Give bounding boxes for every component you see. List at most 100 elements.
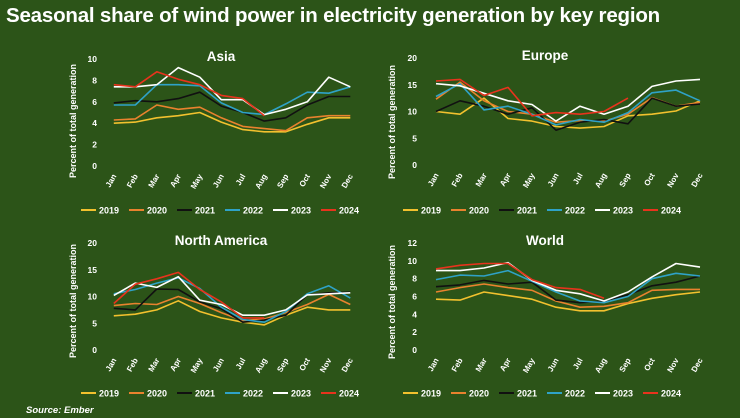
source-note: Source: Ember (26, 405, 94, 416)
legend-label-2020: 2020 (147, 389, 167, 399)
series-line-2023 (436, 261, 701, 302)
x-tick-label: Feb (125, 356, 140, 373)
x-tick-label: Nov (318, 356, 334, 374)
x-tick-label: Mar (147, 357, 162, 374)
x-tick-label: Jun (546, 171, 561, 188)
x-tick-label: Sep (275, 172, 290, 189)
panel-north-america: North America Percent of total generation… (68, 233, 359, 399)
legend-label-2020: 2020 (469, 389, 489, 399)
x-tick-label: Aug (593, 356, 609, 374)
y-tick-label: 0 (412, 160, 417, 170)
y-tick-label: 15 (88, 265, 98, 275)
panel-title: North America (175, 233, 268, 248)
y-tick-label: 8 (412, 274, 417, 284)
series-line-2022 (435, 269, 701, 304)
y-tick-label: 6 (412, 292, 417, 302)
legend-label-2020: 2020 (469, 206, 489, 216)
x-tick-label: Apr (168, 357, 183, 373)
legend-label-2023: 2023 (613, 206, 633, 216)
x-tick-label: Apr (168, 173, 183, 189)
legend-label-2019: 2019 (99, 206, 119, 216)
y-tick-label: 2 (92, 140, 97, 150)
y-axis-label: Percent of total generation (387, 65, 397, 179)
series-line-2022 (113, 83, 351, 116)
panel-world: World Percent of total generation 0 2 4 6 8 10 1… (387, 233, 705, 399)
y-tick-label: 20 (88, 238, 98, 248)
chart-title: Seasonal share of wind power in electric… (6, 4, 660, 27)
x-tick-label: Jan (426, 171, 441, 188)
x-tick-label: May (189, 172, 205, 190)
y-tick-label: 10 (88, 54, 98, 64)
x-tick-label: Aug (593, 171, 609, 189)
y-tick-label: 2 (412, 327, 417, 337)
legend-label-2024: 2024 (339, 206, 359, 216)
y-tick-label: 10 (408, 107, 418, 117)
y-tick-label: 5 (412, 133, 417, 143)
x-tick-label: Dec (340, 172, 355, 190)
x-tick-label: Sep (618, 171, 633, 188)
x-tick-label: Dec (340, 356, 355, 374)
x-tick-label: Dec (690, 356, 705, 374)
x-tick-label: Oct (298, 356, 313, 372)
x-tick-label: Oct (642, 356, 657, 372)
panel-title: Asia (207, 49, 236, 64)
series-line-2021 (435, 275, 701, 304)
y-tick-label: 4 (92, 118, 97, 128)
x-tick-label: Jun (546, 356, 561, 373)
series-line-2024 (435, 78, 629, 117)
y-axis-label: Percent of total generation (387, 245, 397, 359)
x-tick-label: Feb (125, 172, 140, 189)
legend-label-2023: 2023 (291, 206, 311, 216)
x-tick-label: Jul (571, 357, 585, 372)
x-tick-label: Oct (298, 172, 313, 188)
legend-label-2021: 2021 (195, 389, 215, 399)
x-tick-label: Apr (498, 357, 513, 373)
legend-label-2022: 2022 (565, 389, 585, 399)
legend-label-2024: 2024 (661, 206, 681, 216)
legend-label-2024: 2024 (661, 389, 681, 399)
x-tick-label: Mar (474, 172, 489, 189)
legend-label-2019: 2019 (99, 389, 119, 399)
y-axis-label: Percent of total generation (68, 64, 78, 178)
series-line-2019 (435, 291, 701, 312)
legend-label-2021: 2021 (195, 206, 215, 216)
x-tick-label: Apr (498, 172, 513, 188)
legend-label-2024: 2024 (339, 389, 359, 399)
x-tick-label: Jul (234, 173, 248, 188)
x-tick-label: Sep (275, 356, 290, 373)
x-tick-label: May (189, 356, 205, 374)
series-line-2020 (113, 104, 351, 132)
legend-label-2019: 2019 (421, 389, 441, 399)
panel-asia: Asia Percent of total generation 0 2 4 6 8 10 Ja… (68, 49, 359, 216)
x-tick-label: Jul (571, 172, 585, 187)
legend-label-2022: 2022 (565, 206, 585, 216)
y-tick-label: 0 (92, 161, 97, 171)
panel-europe: Europe Percent of total generation 0 5 10 15 2… (387, 48, 705, 216)
x-tick-label: Feb (450, 356, 465, 373)
legend-label-2021: 2021 (517, 206, 537, 216)
legend-label-2020: 2020 (147, 206, 167, 216)
y-axis-label: Percent of total generation (68, 244, 78, 358)
y-tick-label: 6 (92, 97, 97, 107)
series-line-2021 (113, 91, 351, 122)
x-tick-label: Jan (426, 356, 441, 373)
x-tick-label: Jun (211, 172, 226, 189)
y-tick-label: 10 (408, 256, 418, 266)
x-tick-label: May (521, 171, 537, 189)
y-tick-label: 0 (412, 345, 417, 355)
y-tick-label: 20 (408, 53, 418, 63)
series-line-2024 (113, 71, 265, 117)
x-tick-label: Oct (642, 171, 657, 187)
panel-title: Europe (522, 48, 569, 63)
series-line-2020 (435, 283, 700, 309)
series-line-2019 (113, 111, 351, 133)
x-tick-label: Jan (104, 172, 119, 189)
x-tick-label: Jul (234, 357, 248, 372)
series-line-2022 (113, 276, 351, 324)
legend-label-2022: 2022 (243, 206, 263, 216)
x-tick-label: Aug (253, 172, 269, 190)
series-line-2024 (435, 262, 605, 300)
y-tick-label: 12 (408, 238, 418, 248)
series-line-2020 (113, 293, 351, 322)
